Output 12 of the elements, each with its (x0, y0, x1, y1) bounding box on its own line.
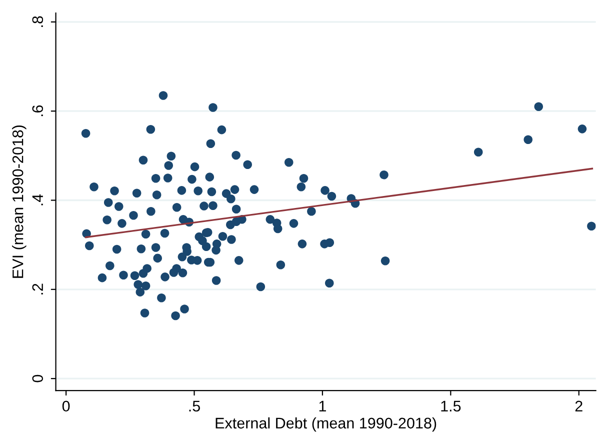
x-tick-label: 0 (62, 400, 70, 412)
y-axis-title: EVI (mean 1990-2018) (12, 125, 26, 278)
x-tick-label: 1.5 (441, 400, 461, 412)
x-axis-title: External Debt (mean 1990-2018) (216, 417, 436, 432)
y-tick-label: .4 (32, 194, 43, 206)
x-tick-label: 2 (575, 400, 582, 412)
x-tick-label: .5 (189, 400, 200, 412)
y-tick-label: .2 (32, 284, 43, 294)
y-tick-label: .8 (32, 16, 44, 27)
y-tick-label: .6 (32, 105, 44, 116)
x-tick-label: 1 (319, 400, 326, 412)
y-tick-label: 0 (32, 374, 44, 382)
